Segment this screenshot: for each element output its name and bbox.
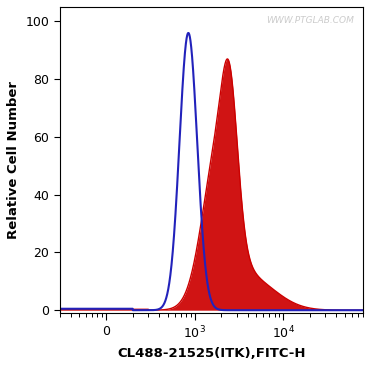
Y-axis label: Relative Cell Number: Relative Cell Number [7,81,20,239]
Text: WWW.PTGLAB.COM: WWW.PTGLAB.COM [266,16,354,25]
X-axis label: CL488-21525(ITK),FITC-H: CL488-21525(ITK),FITC-H [117,347,306,360]
